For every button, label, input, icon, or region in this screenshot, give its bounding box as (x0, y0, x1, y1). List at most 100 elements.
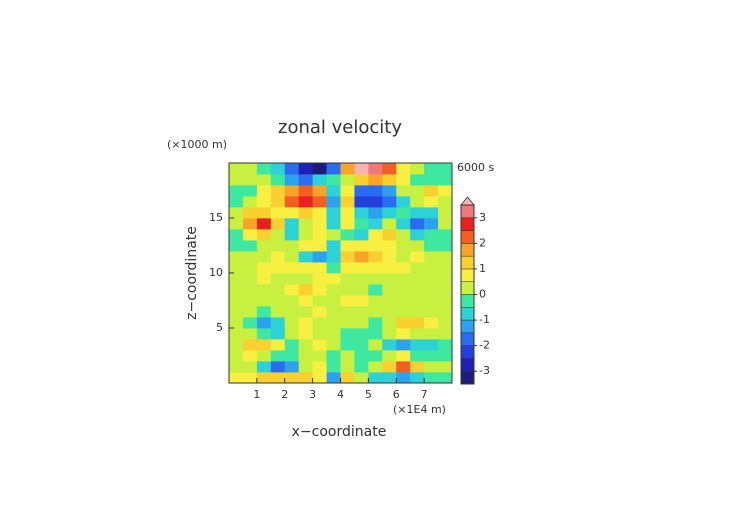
contour-cell (312, 163, 327, 175)
contour-cell (270, 328, 286, 340)
x-tick-label: 7 (421, 388, 428, 401)
contour-cell (242, 284, 258, 296)
colorbar-box (460, 345, 475, 359)
colorbar-tick-label: 1 (479, 262, 486, 275)
colorbar-box (460, 230, 475, 244)
contour-cell (242, 372, 258, 384)
colorbar-box (460, 281, 475, 295)
contour-cell (396, 229, 411, 241)
contour-cell (410, 240, 425, 252)
x-tick-label: 5 (365, 388, 372, 401)
contour-cell (410, 163, 425, 175)
contour-cell (438, 240, 453, 252)
contour-cell (298, 163, 314, 175)
contour-cell (326, 196, 341, 208)
x-tick-label: 3 (309, 388, 316, 401)
contour-cell (242, 229, 258, 241)
contour-cell (326, 185, 341, 197)
contour-cell (326, 295, 341, 307)
contour-cell (368, 174, 383, 186)
contour-cell (410, 284, 425, 296)
contour-cell (326, 229, 341, 241)
contour-cell (410, 317, 425, 329)
contour-cell (438, 328, 453, 340)
contour-cell (368, 350, 383, 362)
contour-cell (270, 163, 286, 175)
contour-cell (312, 317, 327, 329)
contour-cell (438, 262, 453, 274)
contour-cell (424, 372, 439, 384)
contour-cell (256, 350, 272, 362)
contour-cell (270, 273, 286, 285)
contour-cell (354, 317, 369, 329)
colorbar-box (460, 307, 475, 321)
contour-cell (229, 295, 244, 307)
contour-cell (424, 350, 439, 362)
contour-cell (340, 229, 355, 241)
contour-cell (396, 196, 411, 208)
contour-cell (229, 262, 244, 274)
contour-cell (354, 262, 369, 274)
contour-cell (284, 163, 300, 175)
contour-cell (424, 328, 439, 340)
contour-cell (298, 229, 314, 241)
contour-cell (368, 361, 383, 373)
contour-cell (242, 218, 258, 230)
contour-cell (438, 251, 453, 263)
contour-cell (270, 185, 286, 197)
contour-cell (326, 372, 341, 384)
contour-cell (340, 273, 355, 285)
contour-cell (326, 163, 341, 175)
contour-cell (382, 229, 397, 241)
contour-cell (229, 240, 244, 252)
contour-cell (312, 218, 327, 230)
contour-cell (326, 361, 341, 373)
contour-cell (229, 185, 244, 197)
contour-cell (256, 339, 272, 351)
contour-cell (424, 317, 439, 329)
contour-cell (284, 174, 300, 186)
contour-cell (396, 174, 411, 186)
contour-cell (256, 317, 272, 329)
contour-cell (270, 317, 286, 329)
contour-cell (424, 306, 439, 318)
contour-cell (424, 251, 439, 263)
contour-cell (396, 240, 411, 252)
contour-cell (242, 207, 258, 219)
contour-cell (242, 262, 258, 274)
contour-cell (229, 284, 244, 296)
contour-cell (424, 196, 439, 208)
contour-cell (256, 295, 272, 307)
contour-cell (396, 251, 411, 263)
contour-cell (368, 251, 383, 263)
contour-cell (438, 229, 453, 241)
colorbar-tick-label: -3 (479, 364, 490, 377)
contour-cell (396, 218, 411, 230)
contour-cell (354, 196, 369, 208)
contour-cell (410, 185, 425, 197)
contour-cell (340, 317, 355, 329)
contour-cell (284, 218, 300, 230)
y-tick-label: 15 (209, 211, 223, 224)
contour-cell (326, 284, 341, 296)
contour-cell (312, 339, 327, 351)
contour-cell (354, 163, 369, 175)
contour-cell (438, 306, 453, 318)
contour-cell (326, 317, 341, 329)
contour-cell (326, 339, 341, 351)
contour-cell (382, 273, 397, 285)
contour-cell (284, 262, 300, 274)
y-tick-label: 5 (216, 321, 223, 334)
contour-cell (256, 273, 272, 285)
contour-cell (424, 218, 439, 230)
contour-cell (298, 174, 314, 186)
contour-cell (382, 240, 397, 252)
contour-cell (312, 328, 327, 340)
colorbar-tick-label: -2 (479, 339, 490, 352)
contour-cell (382, 361, 397, 373)
contour-cell (396, 361, 411, 373)
contour-cell (270, 196, 286, 208)
contour-cell (284, 295, 300, 307)
contour-cell (340, 196, 355, 208)
contour-cell (298, 372, 314, 384)
